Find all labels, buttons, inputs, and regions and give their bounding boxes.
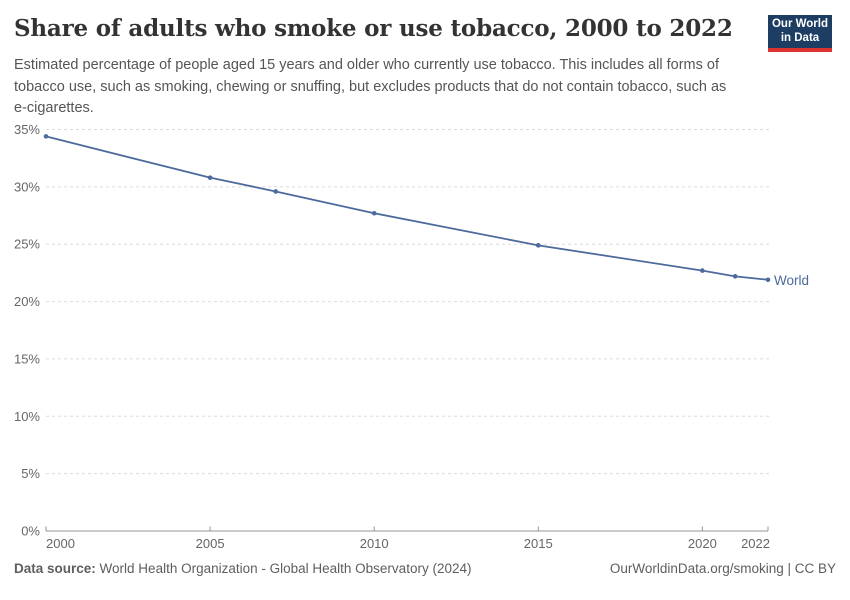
- y-tick-label: 35%: [14, 122, 40, 137]
- series-label-world[interactable]: World: [774, 273, 810, 288]
- data-point[interactable]: [371, 210, 377, 216]
- page-title: Share of adults who smoke or use tobacco…: [14, 15, 733, 42]
- y-tick-label: 0%: [21, 524, 40, 539]
- y-tick-label: 30%: [14, 179, 40, 194]
- data-point[interactable]: [700, 268, 705, 273]
- data-source-note[interactable]: Data source: World Health Organization -…: [14, 561, 471, 576]
- x-tick-label: 2010: [360, 536, 389, 551]
- owid-logo-line2: in Data: [780, 32, 820, 44]
- y-tick-label: 25%: [14, 237, 40, 252]
- y-tick-label: 20%: [14, 294, 40, 309]
- x-tick-label: 2015: [524, 536, 553, 551]
- x-tick-label: 2020: [688, 536, 717, 551]
- subtitle-line: e-cigarettes.: [14, 100, 94, 116]
- owid-logo[interactable]: Our World in Data: [768, 15, 832, 52]
- data-point[interactable]: [765, 277, 771, 283]
- series-line-world[interactable]: [45, 135, 769, 281]
- x-tick-label: 2005: [196, 536, 225, 551]
- y-tick-label: 10%: [14, 409, 40, 424]
- subtitle-line: tobacco use, such as smoking, chewing or…: [14, 78, 727, 95]
- owid-logo-line1: Our World: [771, 18, 828, 30]
- owid-license-link[interactable]: OurWorldinData.org/smoking | CC BY: [609, 561, 836, 576]
- data-source-text: World Health Organization - Global Healt…: [99, 561, 472, 576]
- subtitle-line: Estimated percentage of people aged 15 y…: [14, 57, 719, 73]
- y-tick-label: 15%: [14, 351, 40, 366]
- data-source-label: Data source:: [14, 561, 96, 576]
- data-point[interactable]: [273, 189, 279, 194]
- x-tick-label: 2022: [741, 536, 770, 551]
- chart-subtitle: Estimated percentage of people aged 15 y…: [14, 55, 759, 120]
- data-point[interactable]: [43, 134, 49, 139]
- data-point[interactable]: [732, 274, 738, 279]
- data-point[interactable]: [535, 243, 541, 248]
- y-tick-label: 5%: [21, 466, 40, 481]
- x-tick-label: 2000: [46, 536, 75, 551]
- data-point[interactable]: [207, 175, 213, 180]
